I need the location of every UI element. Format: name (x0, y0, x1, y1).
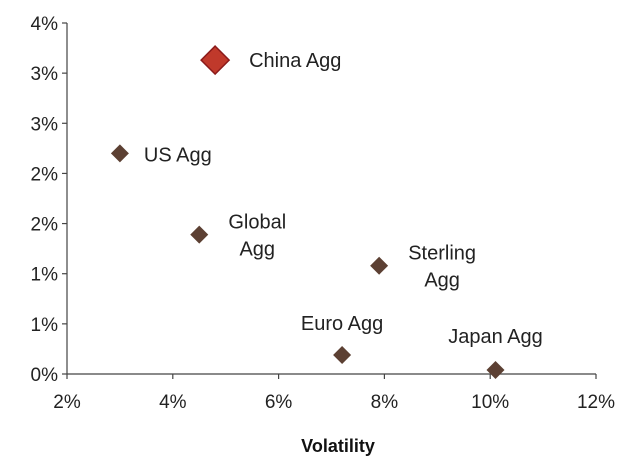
y-axis-ticks: 0% 1% 1% 2% 2% 3% 3% 4% (31, 14, 67, 386)
x-tick-label: 10% (471, 392, 509, 413)
point-label-china-agg: China Agg (249, 50, 341, 72)
data-point-china-agg (200, 45, 231, 76)
y-tick-label: 0% (31, 365, 59, 386)
x-tick-label: 6% (265, 392, 293, 413)
x-tick-label: 12% (577, 392, 615, 413)
x-tick-label: 4% (159, 392, 187, 413)
x-axis-title: Volatility (301, 436, 375, 456)
x-axis-ticks: 2% 4% 6% 8% 10% 12% (53, 374, 615, 413)
point-label-euro-agg: Euro Agg (301, 313, 383, 335)
y-tick-label: 4% (31, 14, 59, 35)
data-points: China Agg US Agg Global Agg Sterling Agg Euro … (110, 45, 543, 379)
x-tick-label: 2% (53, 392, 81, 413)
y-tick-label: 3% (31, 114, 59, 135)
y-tick-label: 1% (31, 265, 59, 286)
point-label-japan-agg: Japan Agg (448, 326, 543, 348)
y-tick-label: 2% (31, 215, 59, 236)
point-label-global-agg: Global Agg (228, 212, 286, 261)
x-tick-label: 8% (371, 392, 399, 413)
data-point-japan-agg (486, 360, 505, 379)
data-point-global-agg (190, 225, 209, 244)
data-point-euro-agg (333, 345, 352, 364)
y-tick-label: 1% (31, 315, 59, 336)
point-label-sterling-agg: Sterling Agg (408, 243, 476, 292)
point-label-us-agg: US Agg (144, 144, 212, 166)
data-point-us-agg (110, 144, 129, 163)
y-tick-label: 2% (31, 164, 59, 185)
data-point-sterling-agg (370, 256, 389, 275)
y-tick-label: 3% (31, 64, 59, 85)
